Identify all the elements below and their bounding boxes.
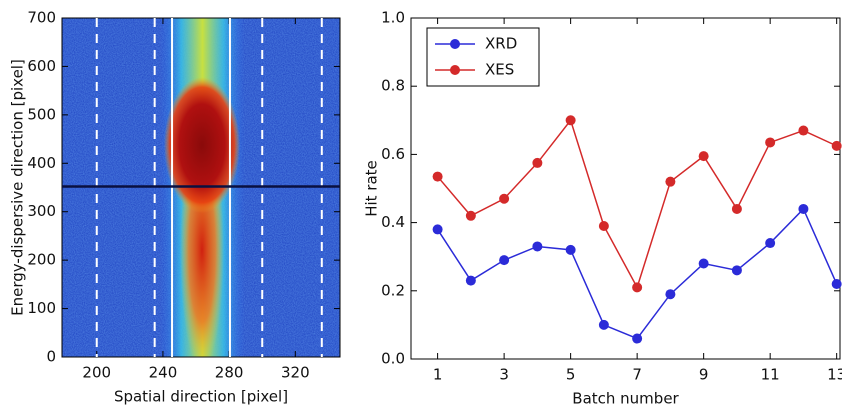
x-axis-label: Spatial direction [pixel] xyxy=(114,388,288,406)
point xyxy=(432,224,443,235)
y-tick-label: 1.0 xyxy=(381,9,405,27)
point xyxy=(598,221,609,232)
y-tick-label: 0.4 xyxy=(381,213,405,231)
x-tick-label: 1 xyxy=(433,366,443,384)
x-tick-label: 240 xyxy=(149,364,178,382)
point xyxy=(831,278,842,289)
y-tick-label: 200 xyxy=(27,251,56,269)
y-tick-label: 100 xyxy=(27,299,56,317)
point xyxy=(432,171,443,182)
point xyxy=(798,125,809,136)
legend-label: XRD xyxy=(485,35,517,53)
y-axis-label: Energy-dispersive direction [pixel] xyxy=(9,59,27,316)
detector-image xyxy=(62,18,340,357)
point xyxy=(665,289,676,300)
x-tick-label: 9 xyxy=(699,366,709,384)
point xyxy=(532,241,543,252)
point xyxy=(465,210,476,221)
series-line xyxy=(436,207,838,340)
x-tick-label: 280 xyxy=(215,364,244,382)
point xyxy=(565,244,576,255)
point xyxy=(499,255,510,266)
y-tick-label: 300 xyxy=(27,202,56,220)
y-axis-label: Hit rate xyxy=(363,160,381,217)
x-tick-label: 5 xyxy=(566,366,576,384)
point xyxy=(765,238,776,249)
point xyxy=(465,275,476,286)
legend-box xyxy=(426,27,540,87)
y-tick-label: 0.0 xyxy=(381,350,405,368)
y-tick-label: 600 xyxy=(27,57,56,75)
y-tick-label: 0.2 xyxy=(381,281,405,299)
point xyxy=(632,282,643,293)
x-tick-label: 200 xyxy=(82,364,111,382)
legend-marker xyxy=(450,39,460,49)
x-tick-label: 11 xyxy=(761,366,780,384)
x-tick-label: 320 xyxy=(281,364,310,382)
point xyxy=(532,157,543,168)
series-line xyxy=(437,118,837,290)
y-tick-label: 700 xyxy=(27,9,56,27)
point xyxy=(565,115,576,126)
x-tick-label: 7 xyxy=(632,366,642,384)
y-tick-label: 0.6 xyxy=(381,145,405,163)
point xyxy=(698,151,709,162)
point xyxy=(731,203,742,214)
y-tick-label: 400 xyxy=(27,154,56,172)
y-tick-label: 0.8 xyxy=(381,77,405,95)
point xyxy=(499,193,510,204)
point xyxy=(798,203,809,214)
legend-label: XES xyxy=(485,61,514,79)
x-tick-label: 3 xyxy=(499,366,509,384)
legend-marker xyxy=(450,65,460,75)
point xyxy=(731,265,742,276)
point xyxy=(598,319,609,330)
point xyxy=(665,176,676,187)
y-tick-label: 500 xyxy=(27,105,56,123)
point xyxy=(632,333,643,344)
right-frame xyxy=(410,17,841,360)
point xyxy=(698,258,709,269)
x-tick-label: 13 xyxy=(827,366,842,384)
point xyxy=(831,140,842,151)
x-axis-label: Batch number xyxy=(572,390,679,408)
y-tick-label: 0 xyxy=(46,348,56,366)
point xyxy=(765,137,776,148)
